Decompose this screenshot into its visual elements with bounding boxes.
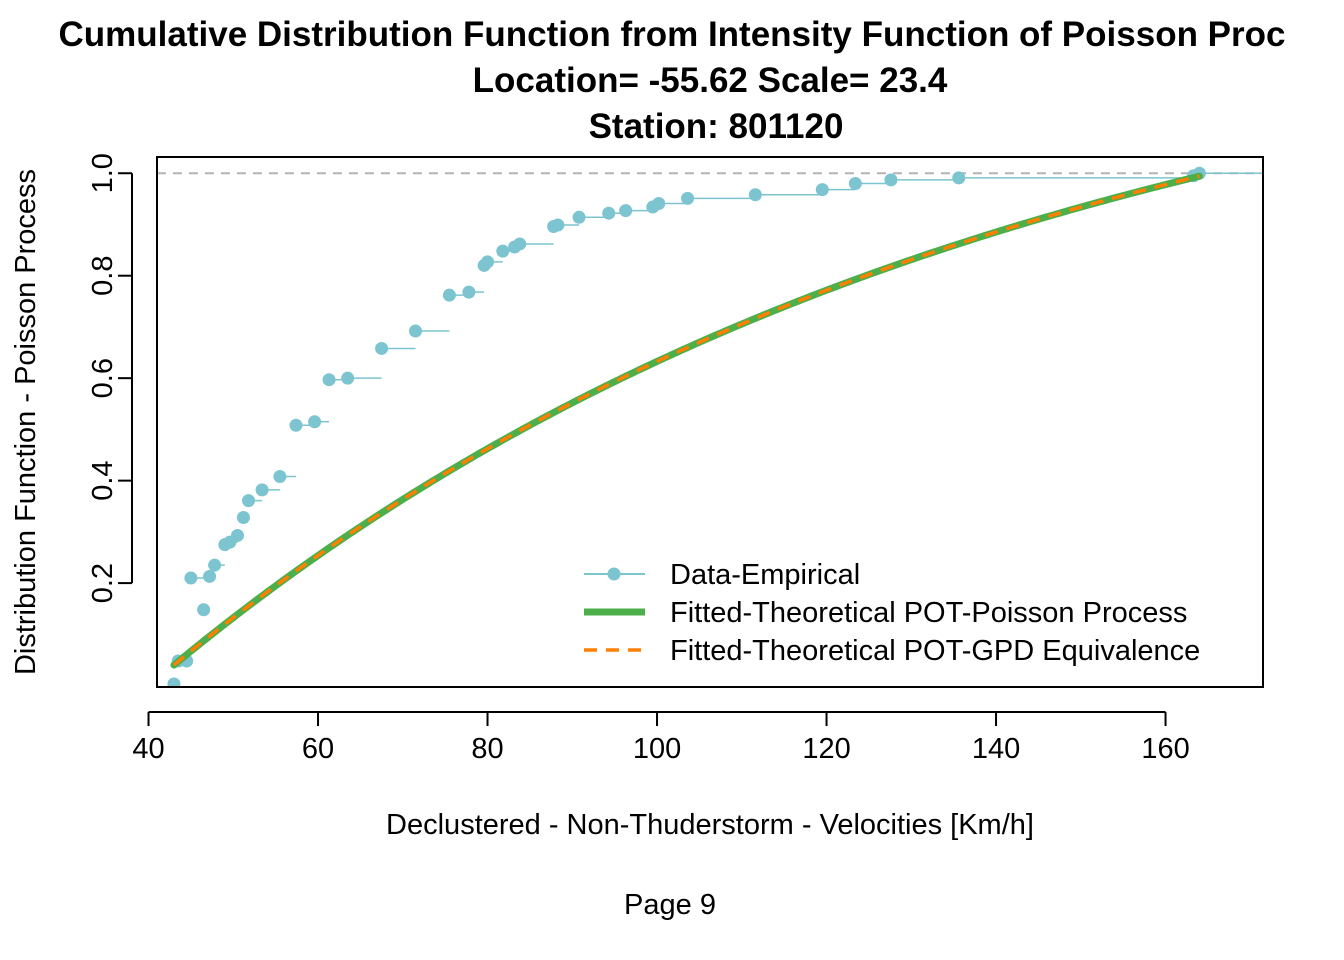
empirical-point (408, 324, 422, 338)
legend: Data-Empirical Fitted-Theoretical POT-Po… (575, 533, 1265, 689)
empirical-point (308, 415, 322, 429)
empirical-point (375, 341, 389, 355)
empirical-point (203, 569, 217, 583)
chart-title-line-1: Cumulative Distribution Function from In… (59, 15, 1286, 54)
y-tick-label: 1.0 (87, 153, 119, 193)
empirical-point (167, 677, 181, 687)
empirical-point (572, 210, 586, 224)
x-tick-label: 60 (302, 733, 334, 765)
empirical-point (681, 191, 695, 205)
y-tick-label: 0.8 (87, 256, 119, 296)
x-tick-label: 100 (633, 733, 681, 765)
legend-gpd-label: Fitted-Theoretical POT-GPD Equivalence (670, 635, 1200, 667)
y-axis: 0.2 0.4 0.6 0.8 1.0 (87, 153, 133, 603)
x-axis: 40 60 80 100 120 140 160 (132, 711, 1190, 765)
y-tick-label: 0.6 (87, 358, 119, 398)
empirical-point (748, 188, 762, 202)
page-footer: Page 9 (624, 889, 716, 921)
empirical-point (197, 603, 211, 617)
empirical-point (322, 373, 336, 387)
x-tick-label: 120 (802, 733, 850, 765)
empirical-point (652, 196, 666, 210)
empirical-point (815, 183, 829, 197)
empirical-point (481, 255, 495, 269)
empirical-point (236, 511, 250, 525)
x-tick-label: 80 (471, 733, 503, 765)
empirical-point (231, 528, 245, 542)
empirical-point (184, 571, 198, 585)
chart-title-line-3: Station: 801120 (589, 107, 844, 146)
empirical-point (602, 206, 616, 220)
empirical-point (273, 470, 287, 484)
empirical-point (341, 371, 355, 385)
empirical-point (884, 173, 898, 187)
gpd-equivalence-curve (172, 174, 1200, 667)
empirical-point (255, 483, 269, 497)
empirical-point (208, 558, 222, 572)
y-axis-label: Distribution Function - Poisson Process (10, 169, 42, 675)
x-tick-label: 140 (972, 733, 1020, 765)
empirical-point (952, 171, 966, 185)
empirical-point (496, 244, 510, 258)
legend-empirical-marker (607, 567, 621, 581)
chart-title-line-2: Location= -55.62 Scale= 23.4 (473, 61, 948, 100)
empirical-point (619, 204, 633, 218)
x-tick-label: 160 (1141, 733, 1189, 765)
empirical-point (242, 494, 256, 508)
legend-empirical-label: Data-Empirical (670, 559, 860, 591)
empirical-point (462, 285, 476, 299)
empirical-point (289, 418, 303, 432)
y-tick-label: 0.4 (87, 460, 119, 500)
empirical-point (442, 288, 456, 302)
empirical-points (167, 166, 1206, 687)
y-tick-label: 0.2 (87, 563, 119, 603)
legend-poisson-label: Fitted-Theoretical POT-Poisson Process (670, 597, 1187, 629)
empirical-point (513, 237, 527, 251)
x-axis-label: Declustered - Non-Thuderstorm - Velociti… (386, 809, 1034, 841)
empirical-point (551, 218, 565, 232)
empirical-point (848, 176, 862, 190)
x-tick-label: 40 (132, 733, 164, 765)
plot-frame (156, 156, 1264, 688)
